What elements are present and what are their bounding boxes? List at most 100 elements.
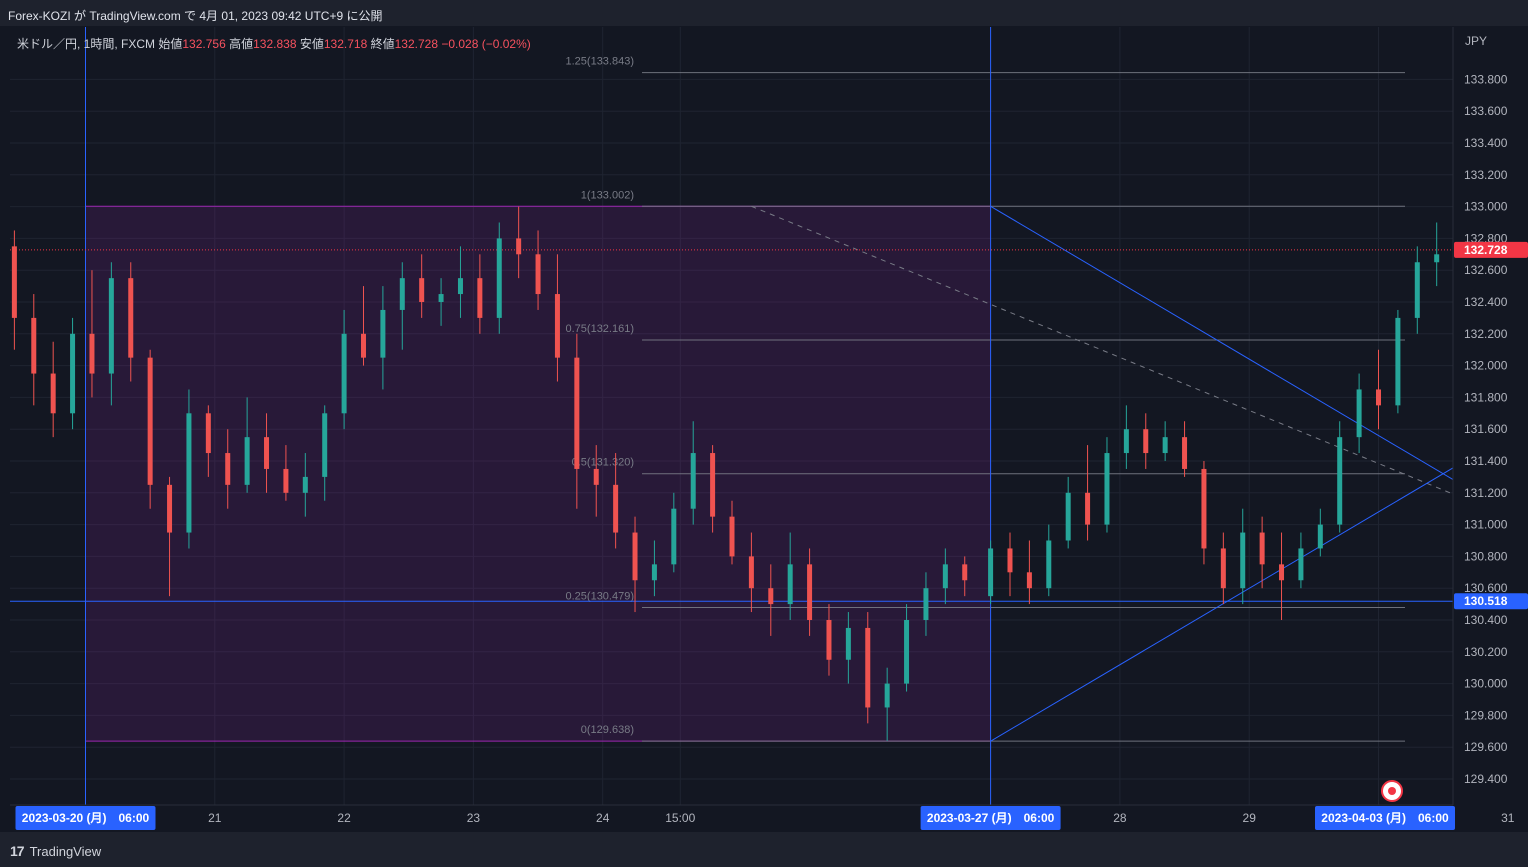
price-tag-label: 130.518 (1464, 594, 1508, 608)
candle-body (535, 254, 541, 295)
price-tick-label: 131.600 (1464, 422, 1508, 436)
candle-body (671, 508, 677, 565)
ohlc-legend: 米ドル／円, 1時間, FXCM 始値132.756 高値132.838 安値1… (17, 35, 531, 52)
price-tick-label: 130.000 (1464, 677, 1508, 691)
time-highlight-tag[interactable] (15, 806, 156, 830)
candle-body (341, 333, 347, 414)
price-tick-label: 131.800 (1464, 390, 1508, 404)
price-tick-label: 131.200 (1464, 486, 1508, 500)
candle-body (360, 333, 366, 358)
price-tick-label: 130.600 (1464, 581, 1508, 595)
symbol-info: 米ドル／円, 1時間, FXCM (17, 37, 156, 51)
candle-body (1434, 254, 1440, 263)
price-tick-label: 133.000 (1464, 200, 1508, 214)
fib-level-label: 0.75(132.161) (566, 323, 635, 335)
close-label: 終値 (370, 37, 395, 51)
time-tick-label: 31 (1501, 811, 1515, 825)
candle-body (50, 373, 56, 414)
candle-body (1026, 572, 1032, 589)
price-tick-label: 133.400 (1464, 136, 1508, 150)
price-tick-label: 132.200 (1464, 327, 1508, 341)
high-label: 高値 (229, 37, 254, 51)
candle-body (419, 278, 425, 302)
candle-body (31, 317, 37, 374)
price-tick-label: 132.000 (1464, 359, 1508, 373)
candle-body (516, 238, 522, 255)
candle-body (710, 453, 716, 517)
candle-body (690, 453, 696, 509)
candle-body (845, 627, 851, 660)
candle-body (1065, 492, 1071, 541)
candle-body (593, 468, 599, 485)
candle-body (768, 588, 774, 605)
candle-body (884, 683, 890, 708)
candle-body (865, 627, 871, 708)
candle-body (380, 309, 386, 358)
candle-body (496, 238, 502, 318)
price-axis[interactable] (1453, 27, 1528, 805)
time-highlight-tag[interactable] (920, 806, 1061, 830)
candle-body (1162, 437, 1168, 454)
candle-body (264, 437, 270, 469)
candle-body (1317, 524, 1323, 549)
target-icon-center (1388, 787, 1396, 795)
candle-body (1337, 437, 1343, 525)
candle-body (399, 278, 405, 310)
price-tick-label: 129.400 (1464, 772, 1508, 786)
candle-body (613, 484, 619, 533)
candle-body (1414, 262, 1420, 318)
price-tick-label: 130.800 (1464, 549, 1508, 563)
time-highlight-label: 2023-03-20 (月) 06:00 (22, 811, 150, 825)
candle-body (438, 294, 444, 302)
plot-area[interactable] (10, 27, 1453, 805)
price-tick-label: 129.800 (1464, 708, 1508, 722)
currency-label: JPY (1465, 34, 1487, 48)
time-tick-label: 29 (1243, 811, 1257, 825)
fib-level-label: 0.25(130.479) (566, 590, 635, 602)
time-tick-label: 21 (208, 811, 222, 825)
price-tick-label: 130.200 (1464, 645, 1508, 659)
trend-line[interactable] (990, 206, 1528, 742)
price-tick-label: 133.800 (1464, 72, 1508, 86)
candle-body (108, 278, 114, 374)
fib-level-label: 0(129.638) (581, 724, 634, 736)
open-label: 始値 (158, 37, 183, 51)
price-tick-label: 130.400 (1464, 613, 1508, 627)
candle-body (651, 564, 657, 581)
candle-body (244, 437, 250, 485)
publish-header: Forex-KOZI が TradingView.com で 4月 01, 20… (0, 0, 1528, 26)
candle-body (1356, 389, 1362, 438)
candle-body (1395, 317, 1401, 406)
price-tick-label: 131.400 (1464, 454, 1508, 468)
candle-body (283, 468, 289, 493)
candle-body (942, 564, 948, 589)
candle-body (11, 246, 17, 318)
candle-body (89, 333, 95, 374)
candle-body (729, 516, 735, 557)
fib-level-label: 1(133.002) (581, 189, 634, 201)
candle-body (826, 620, 832, 660)
time-tick-label: 24 (596, 811, 610, 825)
time-highlight-tag[interactable] (1315, 806, 1455, 830)
tradingview-brand[interactable]: 17 TradingView (10, 843, 101, 859)
candle-body (457, 278, 463, 295)
candle-body (70, 333, 76, 414)
candle-body (1259, 532, 1265, 565)
candle-body (128, 278, 134, 358)
price-tag (1454, 241, 1528, 258)
candle-body (302, 476, 308, 493)
price-tick-label: 132.600 (1464, 263, 1508, 277)
candle-body (1376, 389, 1381, 406)
candle-body (632, 532, 638, 581)
candle-body (205, 413, 211, 454)
candle-body (147, 357, 153, 485)
low-label: 安値 (299, 37, 324, 51)
fib-trend-dashed-line[interactable] (751, 205, 1528, 739)
candle-body (1085, 492, 1091, 525)
candle-body (1104, 453, 1110, 525)
candle-body (807, 564, 813, 620)
candle-body (748, 556, 754, 589)
time-tick-label: 22 (337, 811, 351, 825)
price-tick-label: 133.600 (1464, 104, 1508, 118)
